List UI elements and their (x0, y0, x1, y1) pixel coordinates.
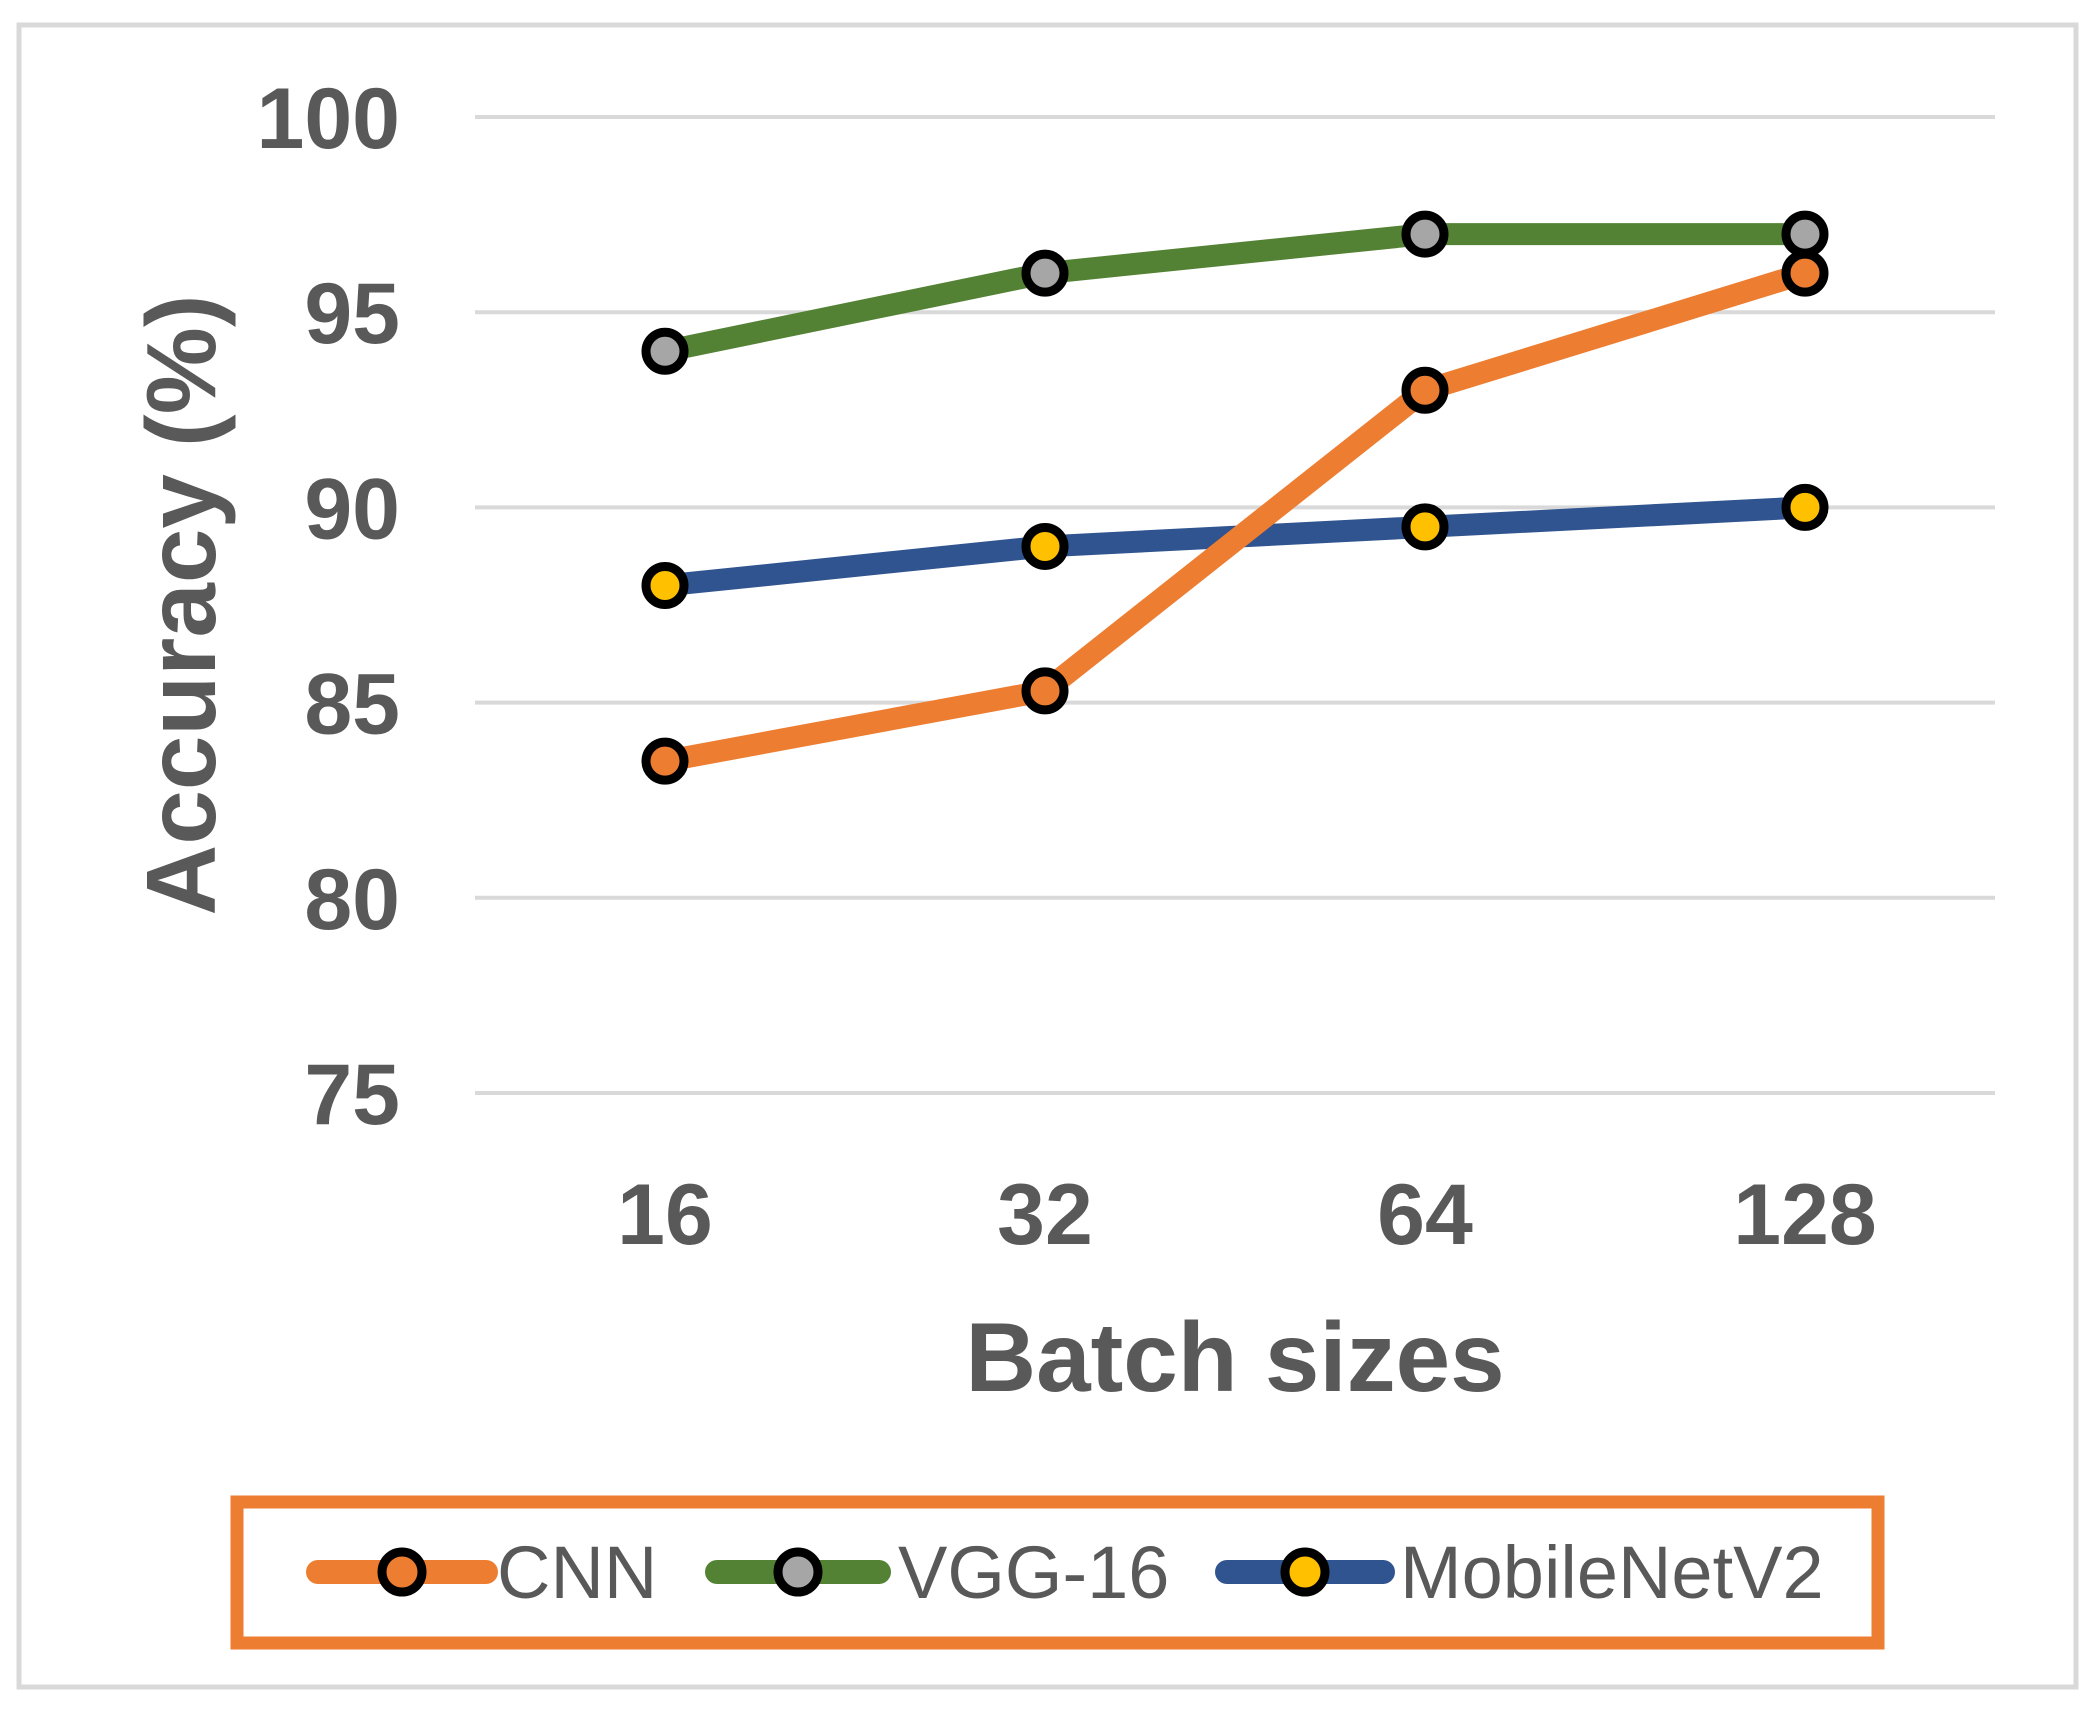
legend-label-vgg16: VGG-16 (898, 1531, 1169, 1614)
legend: CNN VGG-16 MobileNetV2 (230, 1495, 1885, 1650)
marker-cnn-128 (1781, 249, 1829, 297)
marker-vgg-16-32 (1021, 249, 1069, 297)
marker-cnn-16 (641, 737, 689, 785)
x-tick-16: 16 (617, 1167, 713, 1263)
y-tick-95: 95 (304, 266, 400, 362)
line-vgg-16 (654, 223, 1816, 363)
marker-mobilenetv2-16 (641, 561, 689, 609)
x-tick-32: 32 (997, 1167, 1093, 1263)
series-lines-and-markers (641, 210, 1829, 785)
legend-item-mobilenetv2: MobileNetV2 (1215, 1531, 1824, 1614)
legend-label-mobilenetv2: MobileNetV2 (1400, 1531, 1824, 1614)
cnn-marker-icon (377, 1547, 427, 1597)
x-axis-tick-labels: 16 32 64 128 (617, 1167, 1877, 1263)
line-cnn (654, 262, 1816, 773)
y-tick-90: 90 (304, 461, 400, 557)
vgg16-marker-icon (773, 1547, 823, 1597)
legend-item-cnn: CNN (306, 1531, 657, 1614)
marker-vgg-16-16 (641, 327, 689, 375)
y-tick-85: 85 (304, 657, 400, 753)
mobilenetv2-marker-icon (1280, 1547, 1330, 1597)
marker-mobilenetv2-128 (1781, 483, 1829, 531)
marker-vgg-16-128 (1781, 210, 1829, 258)
figure-border (16, 22, 2079, 1690)
legend-box (230, 1495, 1885, 1650)
legend-item-vgg16: VGG-16 (705, 1531, 1169, 1614)
marker-cnn-32 (1021, 667, 1069, 715)
x-tick-64: 64 (1377, 1167, 1473, 1263)
marker-mobilenetv2-64 (1401, 503, 1449, 551)
y-axis-tick-labels: 100 95 90 85 80 75 (257, 71, 401, 1143)
legend-label-cnn: CNN (497, 1531, 657, 1614)
marker-vgg-16-64 (1401, 210, 1449, 258)
y-tick-75: 75 (304, 1047, 400, 1143)
x-tick-128: 128 (1733, 1167, 1877, 1263)
x-axis-title: Batch sizes (965, 1302, 1504, 1412)
marker-cnn-64 (1401, 366, 1449, 414)
y-tick-100: 100 (257, 71, 401, 167)
marker-mobilenetv2-32 (1021, 522, 1069, 570)
y-tick-80: 80 (304, 852, 400, 948)
y-axis-title: Accuracy (%) (126, 295, 236, 916)
